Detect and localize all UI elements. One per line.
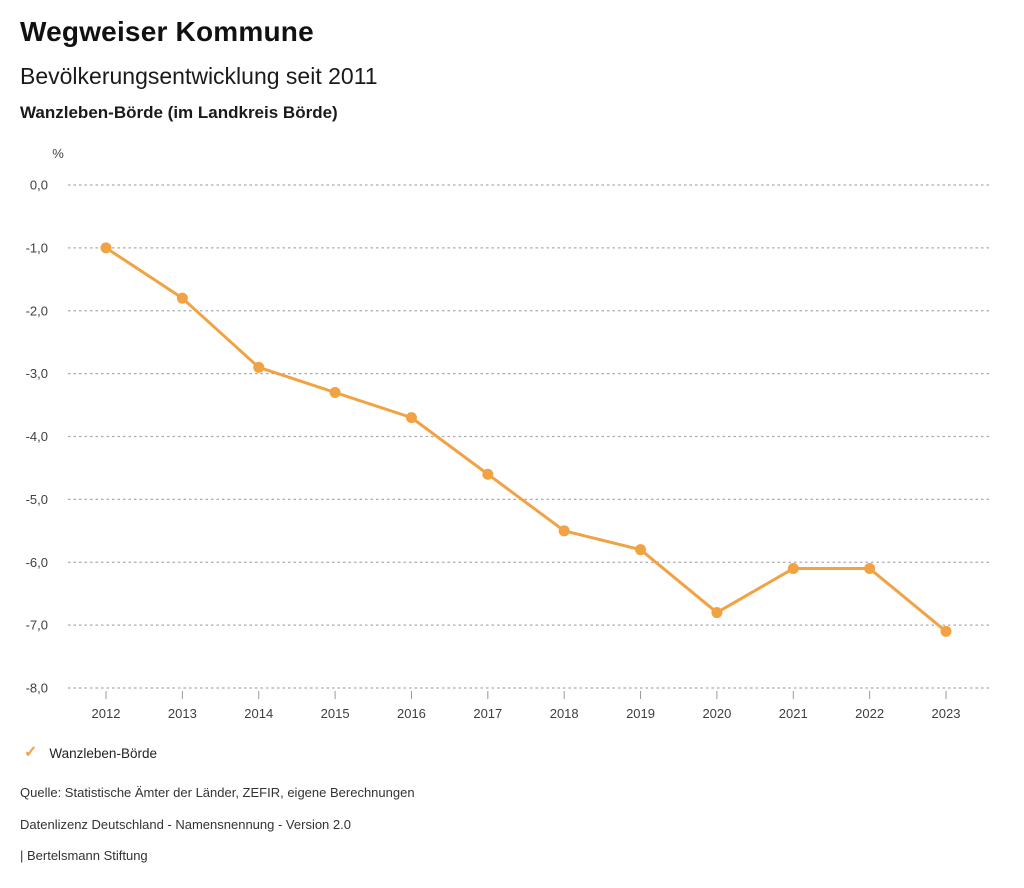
x-axis-tick-label: 2014: [244, 706, 273, 721]
data-point: [558, 525, 570, 537]
series-check-icon[interactable]: ✓: [24, 744, 38, 761]
legend-series-label[interactable]: Wanzleben-Börde: [49, 745, 157, 761]
x-axis-tick-label: 2019: [626, 706, 655, 721]
data-point: [940, 625, 952, 637]
x-axis-tick-label: 2015: [321, 706, 350, 721]
x-axis-tick-label: 2018: [550, 706, 579, 721]
region-subtitle: Wanzleben-Börde (im Landkreis Börde): [20, 103, 338, 122]
legend-item-wanzleben-boerde[interactable]: ✓ Wanzleben-Börde: [24, 744, 157, 762]
x-axis-tick-label: 2022: [855, 706, 884, 721]
y-axis-tick-label: -6,0: [26, 555, 48, 570]
x-axis-tick-label: 2020: [702, 706, 731, 721]
license-note: Datenlizenz Deutschland - Namensnennung …: [20, 817, 351, 832]
source-note: Quelle: Statistische Ämter der Länder, Z…: [20, 785, 415, 800]
y-axis-unit-label: %: [52, 146, 64, 161]
y-axis-tick-label: -4,0: [26, 429, 48, 444]
y-axis-tick-label: -3,0: [26, 366, 48, 381]
x-axis-tick-label: 2017: [473, 706, 502, 721]
y-axis-tick-label: -5,0: [26, 492, 48, 507]
x-axis-tick-label: 2013: [168, 706, 197, 721]
data-point: [405, 412, 417, 424]
data-point: [176, 292, 188, 304]
x-axis-tick-label: 2012: [92, 706, 121, 721]
data-point: [253, 361, 265, 373]
page-title: Wegweiser Kommune: [20, 16, 314, 47]
y-axis-tick-label: 0,0: [30, 178, 48, 193]
chart-title: Bevölkerungsentwicklung seit 2011: [20, 63, 378, 89]
y-axis-tick-label: -1,0: [26, 240, 48, 255]
x-axis-tick-label: 2016: [397, 706, 426, 721]
x-axis-tick-label: 2021: [779, 706, 808, 721]
data-point: [864, 563, 876, 575]
attribution-note: | Bertelsmann Stiftung: [20, 848, 148, 863]
data-point: [787, 563, 799, 575]
y-axis-tick-label: -8,0: [26, 681, 48, 696]
y-axis-tick-label: -2,0: [26, 303, 48, 318]
data-point: [635, 544, 647, 556]
y-axis-tick-label: -7,0: [26, 618, 48, 633]
data-point: [100, 242, 112, 254]
data-point: [329, 386, 341, 398]
data-point: [711, 607, 723, 619]
x-axis-tick-label: 2023: [932, 706, 961, 721]
series-line: [104, 246, 948, 633]
data-point: [482, 468, 494, 480]
